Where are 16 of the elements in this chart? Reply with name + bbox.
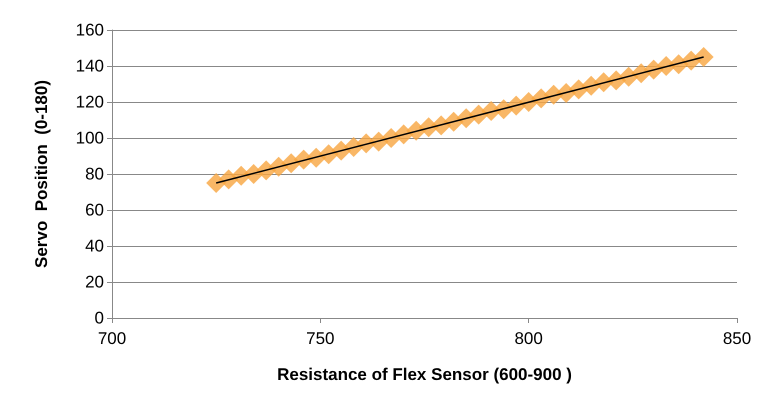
y-tick-label: 40 [85, 236, 104, 256]
x-tick-label: 700 [98, 329, 126, 348]
y-tick-label: 80 [85, 164, 104, 184]
y-tick-label: 60 [85, 200, 104, 220]
y-tick-label: 100 [76, 128, 104, 148]
y-axis-title: Servo Position (0-180) [32, 80, 51, 268]
x-tick-label: 850 [722, 329, 752, 348]
x-tick-label: 800 [514, 329, 543, 348]
y-tick-label: 160 [76, 20, 104, 40]
y-tick-label: 140 [76, 56, 104, 76]
y-tick-label: 120 [76, 92, 104, 112]
y-tick-label: 20 [85, 272, 104, 292]
x-axis-title: Resistance of Flex Sensor (600-900 ) [277, 365, 572, 384]
x-tick-label: 750 [306, 329, 335, 348]
point [694, 47, 714, 67]
y-tick-label: 0 [94, 308, 104, 328]
